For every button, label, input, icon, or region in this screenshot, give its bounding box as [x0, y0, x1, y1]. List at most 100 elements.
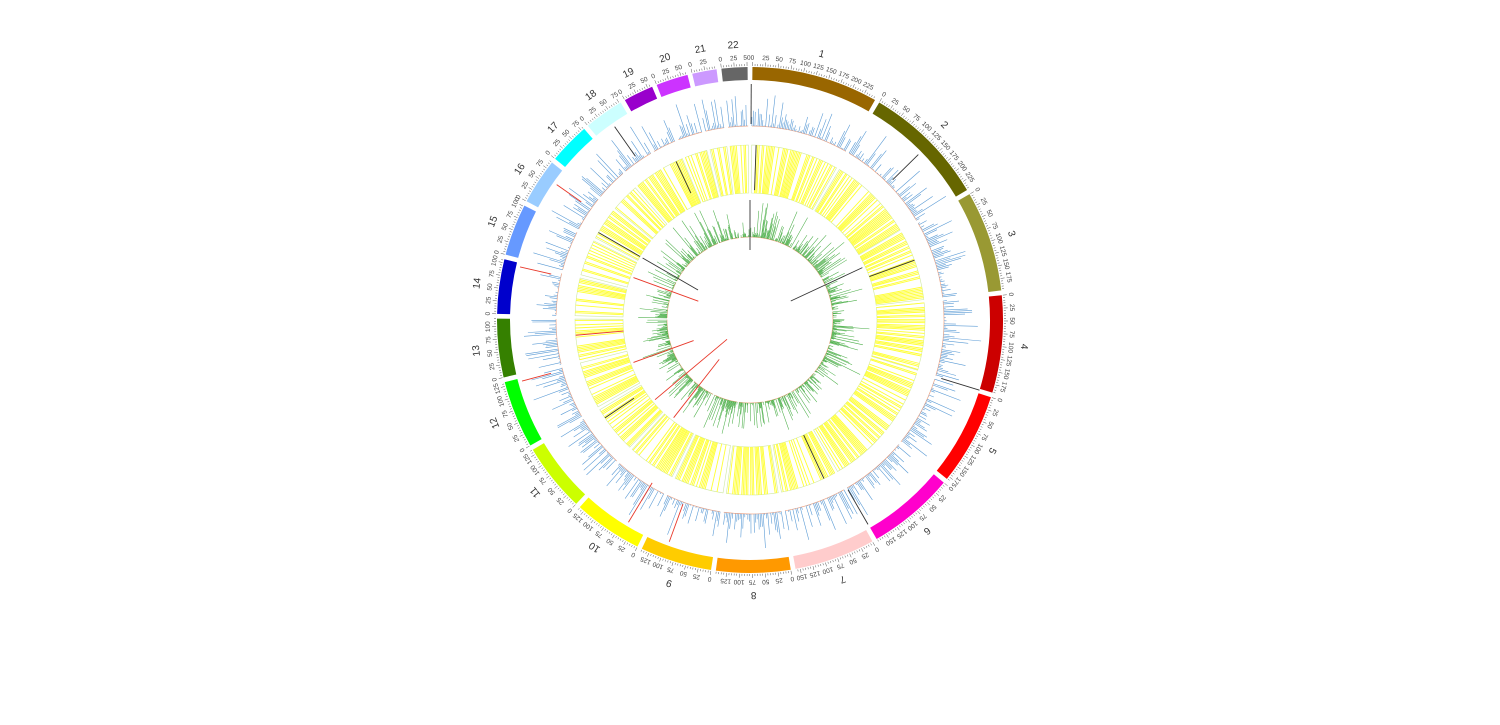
ideogram-chr-4[interactable]: [980, 295, 1003, 392]
tick-label: 0: [751, 55, 755, 62]
inner-hist-baseline: [792, 249, 821, 278]
tick-mark: [991, 240, 995, 241]
tick-mark: [617, 99, 619, 102]
tick-label: 125: [492, 382, 502, 395]
tick-mark: [983, 422, 987, 424]
ideogram-chr-21[interactable]: [692, 69, 718, 86]
highlight-line: [669, 504, 683, 542]
tick-mark: [880, 98, 882, 101]
tick-mark: [504, 249, 506, 250]
tick-mark: [857, 550, 858, 552]
tick-mark: [988, 230, 990, 231]
tick-mark: [496, 365, 500, 366]
inner-hist-bars-chr-14: [638, 295, 669, 318]
tick-mark: [675, 563, 676, 565]
ideogram-chr-1[interactable]: [752, 67, 875, 111]
tick-mark: [871, 544, 872, 546]
tick-mark: [999, 372, 1003, 373]
tick-label: 25: [661, 67, 670, 76]
tick-label: 25: [488, 362, 496, 371]
tick-mark: [529, 191, 531, 192]
tick-mark: [554, 155, 556, 156]
tick-mark: [828, 562, 829, 564]
tick-mark: [891, 531, 892, 533]
tick-mark: [963, 179, 966, 181]
tick-mark: [800, 569, 801, 573]
tick-label: 75: [485, 336, 493, 344]
outer-hist-bars-chr-20: [676, 104, 702, 140]
tick-mark: [986, 415, 988, 416]
tick-mark: [823, 563, 824, 565]
tick-mark: [628, 95, 629, 97]
tick-label: 150: [1002, 368, 1011, 380]
tick-mark: [691, 69, 692, 73]
tick-mark: [506, 244, 508, 245]
tick-label: 25: [1008, 304, 1015, 312]
tick-label: 50: [743, 55, 751, 62]
tick-mark: [530, 450, 532, 451]
ideogram-chr-3[interactable]: [958, 194, 1001, 292]
inner-hist-bars-chr-4: [830, 311, 870, 350]
tick-mark: [640, 89, 641, 91]
tick-mark: [494, 288, 498, 289]
tick-mark: [567, 497, 568, 498]
tick-mark: [895, 529, 896, 531]
tick-label: 0: [1007, 292, 1014, 297]
tick-mark: [925, 504, 926, 505]
tick-mark: [667, 76, 668, 80]
tick-label: 75: [788, 58, 797, 66]
tick-mark: [532, 186, 534, 187]
tick-mark: [819, 74, 820, 76]
ideogram-chr-22[interactable]: [721, 67, 747, 82]
tick-mark: [502, 384, 504, 385]
tick-mark: [987, 412, 989, 413]
tick-mark: [542, 171, 544, 172]
tick-mark: [923, 133, 924, 134]
ideogram-chr-7[interactable]: [793, 530, 872, 569]
tick-mark: [990, 402, 992, 403]
chromosome-label-21: 21: [694, 43, 707, 56]
tick-mark: [953, 473, 955, 474]
chromosome-label-4: 4: [1018, 343, 1030, 350]
tick-mark: [627, 543, 628, 545]
tick-mark: [501, 253, 505, 254]
tick-mark: [631, 545, 632, 547]
tick-label: 75: [917, 512, 927, 522]
tick-mark: [941, 151, 943, 152]
tick-mark: [956, 469, 958, 470]
tick-mark: [791, 65, 792, 69]
tick-mark: [539, 463, 541, 464]
tick-mark: [909, 121, 910, 123]
outer-hist-baseline: [936, 301, 944, 376]
tick-mark: [601, 528, 603, 531]
tick-mark: [936, 493, 939, 496]
tick-mark: [578, 508, 579, 509]
tick-mark: [972, 443, 974, 444]
tick-mark: [653, 555, 654, 557]
tick-label: 100: [490, 254, 499, 267]
tick-mark: [563, 494, 564, 495]
tick-mark: [605, 109, 606, 111]
tick-mark: [867, 93, 868, 95]
tick-label: 0: [630, 550, 637, 558]
tick-mark: [658, 81, 659, 83]
ideogram-chr-20[interactable]: [657, 75, 691, 97]
ideogram-chr-17[interactable]: [555, 129, 593, 167]
tick-label: 25: [699, 58, 708, 66]
tick-mark: [903, 522, 904, 524]
tick-mark: [572, 136, 573, 137]
tick-mark: [912, 516, 913, 518]
tick-mark: [572, 503, 573, 504]
tick-mark: [929, 138, 930, 139]
tick-mark: [845, 556, 846, 558]
ideogram-chr-13[interactable]: [497, 319, 516, 378]
tick-label: 75: [538, 475, 548, 485]
ideogram-chr-8[interactable]: [716, 557, 791, 573]
tick-mark: [846, 83, 847, 85]
tick-mark: [581, 512, 584, 515]
tick-mark: [670, 77, 671, 79]
tick-mark: [670, 561, 671, 563]
tick-label: 50: [927, 503, 937, 513]
chromosome-label-16: 16: [512, 161, 528, 177]
